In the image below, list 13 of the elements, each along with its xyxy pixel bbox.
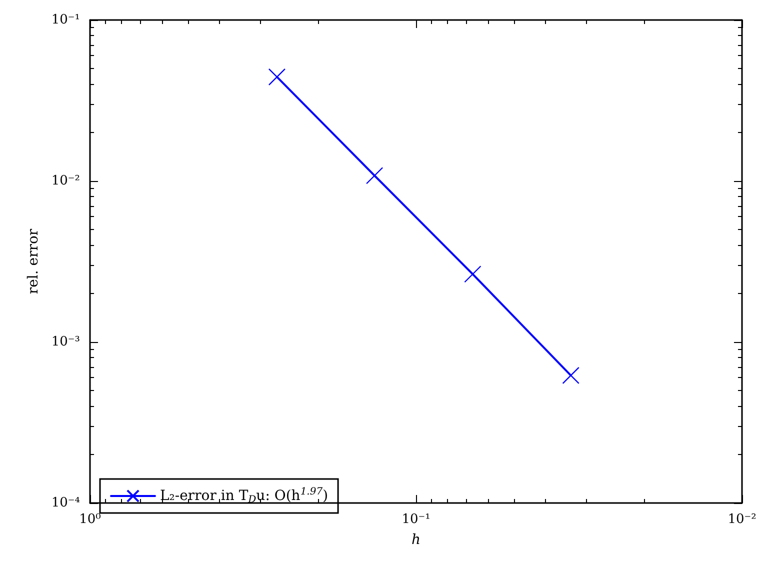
x-tick-label: 10⁰ (79, 512, 101, 527)
point (268, 68, 286, 86)
y-tick-label: 10⁻³ (51, 334, 80, 350)
y-axis-title: rel. error (25, 228, 42, 294)
y-tick-label: 10⁻⁴ (51, 496, 80, 510)
x-tick-label: 10⁻² (728, 512, 756, 527)
x-tick-label: 10⁻¹ (402, 512, 430, 527)
y-tick-label: 10⁻¹ (51, 12, 80, 28)
point (562, 366, 580, 384)
x-axis-title: h (411, 532, 421, 548)
point (464, 266, 482, 283)
point (366, 167, 384, 184)
y-tick-label: 10⁻² (51, 174, 80, 188)
